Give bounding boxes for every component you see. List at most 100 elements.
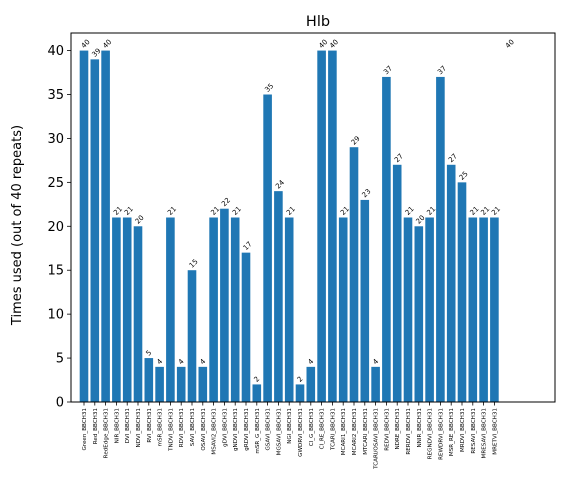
bar [209, 217, 218, 402]
x-tick-label: gRDVI_BBCH31 [244, 408, 250, 451]
x-axis: Green_BBCH31 Red_BBCH31 RedEdge_BBCH31 NIR_… [82, 402, 498, 470]
bar [166, 217, 175, 402]
x-tick-label: MRESAVI_BBCH31 [482, 408, 488, 459]
data-label: 21 [166, 205, 178, 217]
data-label: 21 [209, 205, 221, 217]
data-label: 25 [458, 170, 470, 182]
bar [230, 217, 240, 402]
data-label: 21 [469, 205, 481, 217]
data-label: 17 [242, 240, 254, 252]
x-tick-label: TCARI/OSAVI_BBCH31 [374, 408, 380, 470]
bar [338, 217, 348, 402]
bar [295, 384, 305, 402]
bar [392, 164, 402, 402]
bar [263, 94, 272, 402]
y-axis-label: Times used (out of 40 repeats) [10, 125, 25, 326]
x-tick-label: mSR_BBCH31 [158, 408, 164, 447]
data-label: 40 [101, 38, 113, 50]
bars-group [79, 50, 499, 402]
x-tick-label: REDVI_BBCH31 [384, 408, 390, 451]
data-label: 2 [253, 375, 262, 384]
x-tick-label: REWDRVI_BBCH31 [438, 408, 444, 460]
bar [122, 217, 132, 402]
x-tick-label: REGNDVI_BBCH31 [428, 408, 434, 460]
data-label: 27 [393, 152, 405, 164]
x-tick-label: gNDVI_BBCH31 [233, 408, 239, 451]
bar [274, 191, 283, 402]
x-tick-label: RDVI_BBCH31 [179, 408, 185, 448]
bar [144, 358, 154, 402]
data-label: 37 [382, 64, 394, 76]
x-tick-label: RERDVI_BBCH31 [406, 408, 412, 455]
bar [457, 182, 467, 402]
bar [220, 208, 229, 402]
data-label: 40 [317, 38, 329, 50]
x-tick-label: MCARI1_BBCH31 [341, 408, 347, 456]
bar [479, 217, 488, 402]
x-tick-label: Red_BBCH31 [93, 408, 99, 445]
x-tick-label: Green_BBCH31 [82, 408, 88, 451]
y-axis: 0 5 10 15 20 25 30 35 40 [47, 44, 71, 411]
data-label: 39 [91, 47, 103, 59]
data-label: 40 [80, 38, 92, 50]
data-label: 21 [479, 205, 491, 217]
data-label: 21 [285, 205, 297, 217]
bar [176, 366, 186, 402]
bar [371, 366, 380, 402]
bar [317, 50, 326, 402]
x-tick-label: MGSAVI_BBCH31 [276, 408, 282, 456]
x-tick-label: RESAVI_BBCH31 [471, 408, 477, 454]
y-tick-label: 0 [56, 396, 64, 411]
bar [306, 366, 316, 402]
y-tick-label: 40 [47, 44, 64, 59]
bar [360, 199, 370, 402]
bar [490, 217, 499, 402]
y-tick-label: 25 [47, 176, 64, 191]
bar [382, 76, 391, 402]
x-tick-label: MRETVI_BBCH31 [492, 408, 498, 455]
x-tick-label: GWDRVI_BBCH31 [298, 408, 304, 457]
bar [101, 50, 110, 402]
x-tick-label: MCARI2_BBCH31 [352, 408, 358, 456]
y-tick-label: 35 [47, 88, 64, 103]
bar [425, 217, 434, 402]
x-tick-label: CI_RE_BBCH31 [320, 408, 326, 450]
bar [349, 147, 359, 402]
x-tick-label: DVI_BBCH31 [125, 408, 131, 444]
bar [446, 164, 456, 402]
x-tick-label: MTCARI_BBCH31 [363, 408, 369, 455]
x-tick-label: OSAVI_BBCH31 [201, 408, 207, 451]
data-label: 23 [361, 187, 373, 199]
bar [112, 217, 121, 402]
data-label: 4 [307, 357, 316, 366]
x-tick-label: NGI_BBCH31 [287, 408, 293, 444]
x-tick-label: SAVI_BBCH31 [190, 408, 196, 447]
bar [414, 226, 424, 402]
bar [328, 50, 337, 402]
y-tick-label: 30 [47, 132, 64, 147]
data-label: 40 [328, 38, 340, 50]
x-tick-label: gDVI_BBCH31 [222, 408, 228, 447]
bar [284, 217, 294, 402]
data-label: 2 [296, 375, 305, 384]
data-label: 21 [339, 205, 351, 217]
data-label: 21 [404, 205, 416, 217]
x-tick-label: MRDVI_BBCH31 [460, 408, 466, 452]
y-tick-label: 15 [47, 264, 64, 279]
bar [155, 366, 164, 402]
data-label: 4 [177, 357, 186, 366]
extra-annotation: 40 [504, 38, 516, 50]
x-tick-label: mSR_G_BBCH31 [255, 408, 261, 454]
x-tick-label: NDVI_BBCH31 [136, 408, 142, 448]
bar [133, 226, 143, 402]
y-tick-label: 5 [56, 352, 64, 367]
bar [403, 217, 413, 402]
bar [241, 252, 251, 402]
data-label: 15 [188, 258, 200, 270]
data-label: 27 [447, 152, 459, 164]
x-tick-label: NDRE_BBCH31 [395, 408, 401, 450]
data-label: 21 [490, 205, 502, 217]
x-tick-label: MSR_RE_BBCH31 [449, 408, 455, 457]
bar [90, 59, 100, 402]
